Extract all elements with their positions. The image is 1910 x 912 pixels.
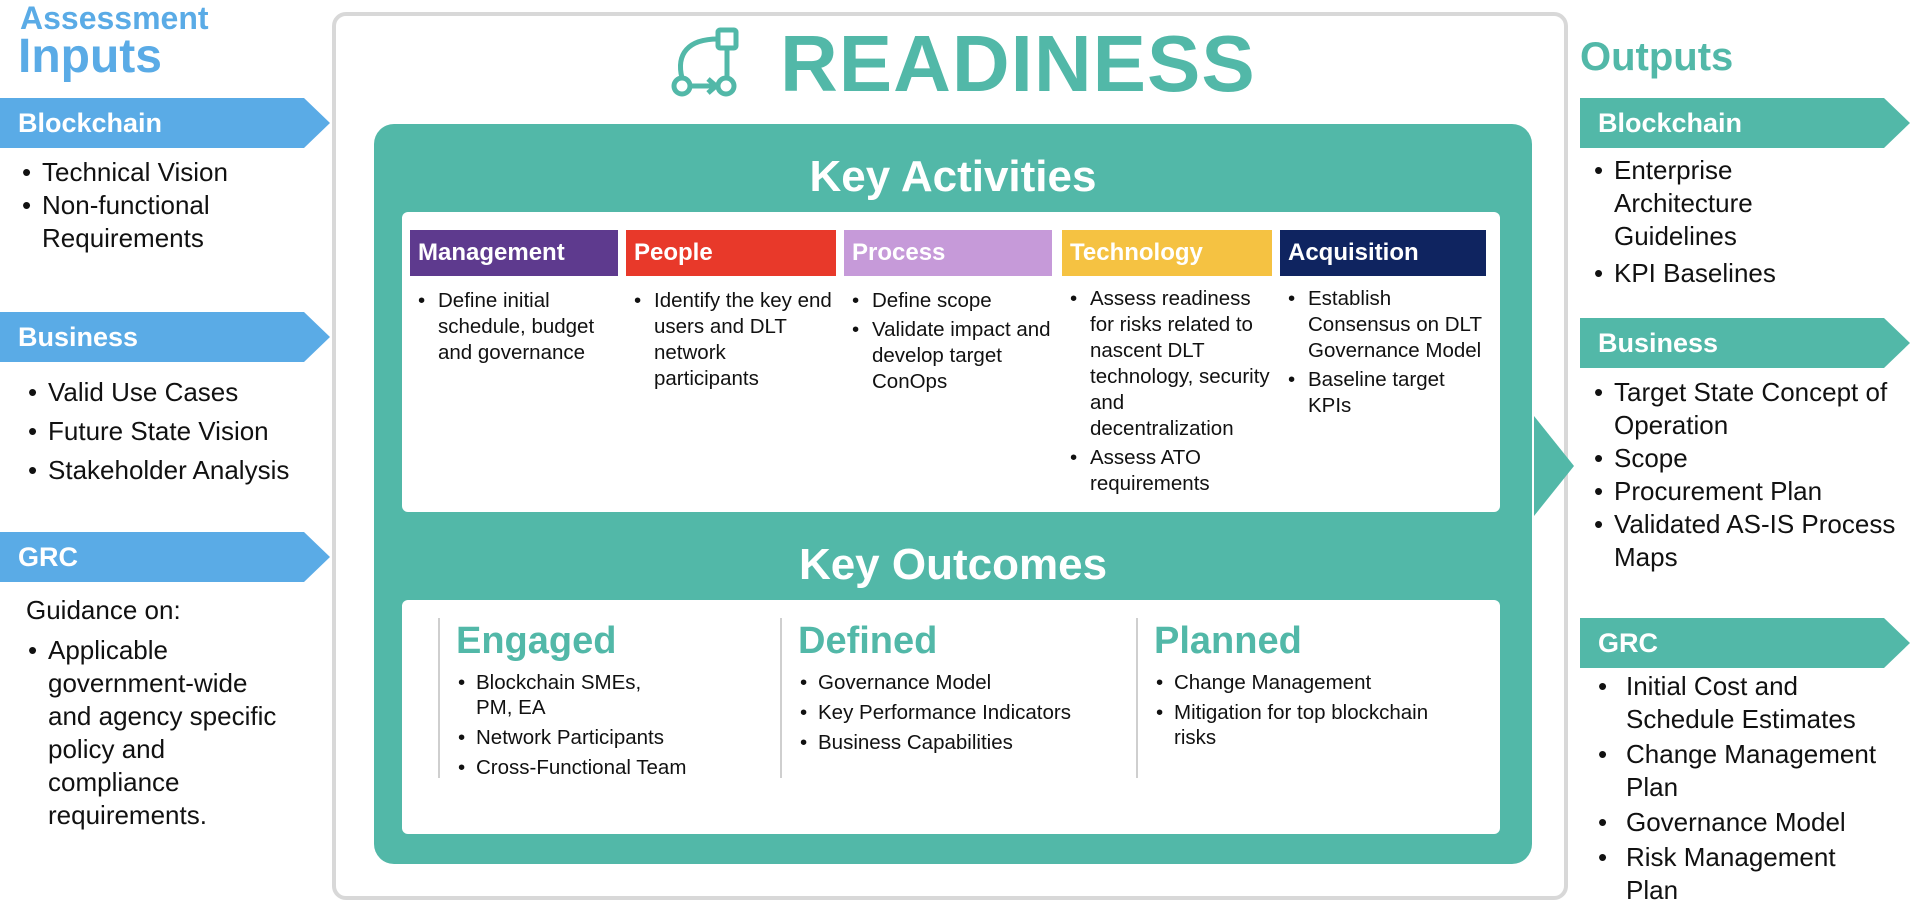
outputs-grc-list: Initial Cost and Schedule Estimates Chan… [1596, 670, 1896, 907]
outputs-business-list: Target State Concept of Operation Scope … [1592, 376, 1902, 574]
list-item: Stakeholder Analysis [26, 454, 326, 487]
outcome-defined: Defined Governance Model Key Performance… [780, 618, 1110, 778]
inputs-grc-tab: GRC [0, 532, 330, 582]
activity-header: Acquisition [1280, 230, 1486, 276]
list-item: Key Performance Indicators [782, 700, 1110, 725]
workflow-icon [671, 27, 739, 97]
list-item: Change Management [1138, 670, 1458, 695]
inputs-business-list: Valid Use Cases Future State Vision Stak… [26, 376, 326, 487]
activity-header: Process [844, 230, 1052, 276]
list-item: KPI Baselines [1592, 257, 1852, 290]
list-item: Procurement Plan [1592, 475, 1902, 508]
activity-acquisition: Acquisition Establish Consensus on DLT G… [1280, 230, 1486, 422]
outputs-grc-tab: GRC [1580, 618, 1910, 668]
outputs-blockchain-tab: Blockchain [1580, 98, 1910, 148]
list-item: Baseline target KPIs [1280, 367, 1486, 419]
activity-technology: Technology Assess readiness for risks re… [1062, 230, 1272, 500]
outcome-planned: Planned Change Management Mitigation for… [1136, 618, 1476, 778]
outcome-list: Governance Model Key Performance Indicat… [782, 670, 1110, 755]
list-item: Network Participants [440, 725, 690, 750]
list-item: Validated AS-IS Process Maps [1592, 508, 1902, 574]
list-item: Governance Model [1596, 806, 1896, 839]
list-item: Mitigation for top blockchain risks [1138, 700, 1448, 750]
outputs-title: Outputs [1580, 35, 1734, 79]
list-item: Change Management Plan [1596, 738, 1896, 804]
activity-header: Management [410, 230, 618, 276]
inputs-title-small: Assessment [20, 0, 209, 36]
list-item: Business Capabilities [782, 730, 1110, 755]
list-item: Technical Vision [20, 156, 320, 189]
list-item: Non-functional Requirements [20, 189, 240, 255]
activity-people: People Identify the key end users and DL… [626, 230, 836, 395]
list-item: Scope [1592, 442, 1902, 475]
outcome-header: Engaged [456, 620, 617, 662]
outcome-header: Planned [1154, 620, 1302, 662]
list-item: Blockchain SMEs, PM, EA [440, 670, 660, 720]
outputs-business-label: Business [1598, 328, 1719, 358]
list-item: Cross-Functional Team [440, 755, 690, 780]
key-outcomes-heading: Key Outcomes [798, 540, 1108, 589]
inputs-title: Inputs [18, 30, 162, 83]
outcome-header: Defined [798, 620, 938, 662]
list-item: Assess ATO requirements [1062, 445, 1272, 497]
list-item: Define scope [844, 288, 1052, 314]
list-item: Enterprise Architecture Guidelines [1592, 154, 1792, 253]
activity-list: Define initial schedule, budget and gove… [410, 288, 618, 366]
key-activities-box: Management Define initial schedule, budg… [402, 212, 1500, 512]
inputs-grc-intro: Guidance on: [26, 595, 181, 625]
inputs-grc-label: GRC [18, 542, 78, 572]
inputs-business-tab: Business [0, 312, 330, 362]
activity-header: People [626, 230, 836, 276]
inputs-blockchain-list: Technical Vision Non-functional Requirem… [20, 156, 320, 255]
outcome-list: Change Management Mitigation for top blo… [1138, 670, 1458, 750]
activity-process: Process Define scope Validate impact and… [844, 230, 1052, 398]
inputs-blockchain-tab: Blockchain [0, 98, 330, 148]
activity-management: Management Define initial schedule, budg… [410, 230, 618, 369]
list-item: Identify the key end users and DLT netwo… [626, 288, 836, 392]
outputs-business-tab: Business [1580, 318, 1910, 368]
activity-list: Define scope Validate impact and develop… [844, 288, 1052, 395]
list-item: Risk Management Plan [1596, 841, 1846, 907]
list-item: Future State Vision [26, 415, 326, 448]
outcome-list: Blockchain SMEs, PM, EA Network Particip… [440, 670, 690, 780]
list-item: Applicable government-wide and agency sp… [26, 634, 296, 832]
list-item: Target State Concept of Operation [1592, 376, 1902, 442]
activity-list: Establish Consensus on DLT Governance Mo… [1280, 286, 1486, 419]
outputs-blockchain-list: Enterprise Architecture Guidelines KPI B… [1592, 154, 1852, 290]
activity-list: Identify the key end users and DLT netwo… [626, 288, 836, 392]
key-outcomes-box: Engaged Blockchain SMEs, PM, EA Network … [402, 600, 1500, 834]
activity-list: Assess readiness for risks related to na… [1062, 286, 1272, 497]
list-item: Governance Model [782, 670, 1110, 695]
inputs-blockchain-label: Blockchain [18, 108, 163, 138]
outcome-engaged: Engaged Blockchain SMEs, PM, EA Network … [438, 618, 758, 780]
list-item: Define initial schedule, budget and gove… [410, 288, 618, 366]
list-item: Validate impact and develop target ConOp… [844, 317, 1052, 395]
inputs-business-label: Business [18, 322, 139, 352]
list-item: Initial Cost and Schedule Estimates [1596, 670, 1866, 736]
list-item: Assess readiness for risks related to na… [1062, 286, 1272, 442]
readiness-title: READINESS [780, 19, 1256, 108]
key-activities-heading: Key Activities [809, 152, 1097, 201]
inputs-grc-list: Applicable government-wide and agency sp… [26, 634, 296, 832]
outputs-blockchain-label: Blockchain [1598, 108, 1743, 138]
list-item: Valid Use Cases [26, 376, 326, 409]
outputs-grc-label: GRC [1598, 628, 1658, 658]
activity-header: Technology [1062, 230, 1272, 276]
list-item: Establish Consensus on DLT Governance Mo… [1280, 286, 1486, 364]
